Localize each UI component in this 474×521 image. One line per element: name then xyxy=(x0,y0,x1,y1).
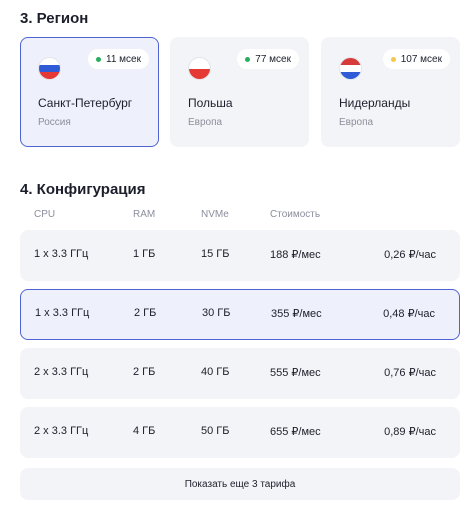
tariff-nvme: 15 ГБ xyxy=(201,248,230,260)
header-cpu: CPU xyxy=(34,209,56,220)
region-card-netherlands[interactable]: 107 мсек Нидерланды Европа xyxy=(321,37,460,147)
tariff-monthly-cost: 555 ₽/мес xyxy=(270,367,321,379)
flag-band xyxy=(189,68,210,79)
ping-status-dot-icon xyxy=(390,56,396,62)
tariff-nvme: 40 ГБ xyxy=(201,366,230,378)
ping-badge: 11 мсек xyxy=(88,49,149,69)
header-nvme: NVMe xyxy=(201,209,229,220)
ping-status-dot-icon xyxy=(245,56,251,62)
flag-band xyxy=(39,65,60,72)
flag-band xyxy=(189,58,210,69)
config-section-title: 4. Конфигурация xyxy=(20,181,146,198)
flag-band xyxy=(39,72,60,79)
flag-band xyxy=(340,58,361,65)
ping-status-dot-icon xyxy=(96,56,102,62)
tariff-nvme: 30 ГБ xyxy=(202,307,231,319)
region-area: Европа xyxy=(339,117,374,128)
tariff-row[interactable]: 1 x 3.3 ГГц 2 ГБ 30 ГБ 355 ₽/мес 0,48 ₽/… xyxy=(20,289,460,340)
tariff-hourly-cost: 0,89 ₽/час xyxy=(384,426,436,438)
region-area: Европа xyxy=(188,117,223,128)
region-section-title: 3. Регион xyxy=(20,10,89,27)
tariff-monthly-cost: 655 ₽/мес xyxy=(270,426,321,438)
tariff-cpu: 2 x 3.3 ГГц xyxy=(34,425,89,437)
region-city: Нидерланды xyxy=(339,96,411,110)
tariff-hourly-cost: 0,48 ₽/час xyxy=(383,308,435,320)
tariff-ram: 2 ГБ xyxy=(133,366,156,378)
region-city: Польша xyxy=(188,96,233,110)
tariff-nvme: 50 ГБ xyxy=(201,425,230,437)
ping-badge: 77 мсек xyxy=(237,49,299,69)
flag-band xyxy=(39,58,60,65)
tariff-row[interactable]: 1 x 3.3 ГГц 1 ГБ 15 ГБ 188 ₽/мес 0,26 ₽/… xyxy=(20,230,460,281)
tariff-monthly-cost: 355 ₽/мес xyxy=(271,308,322,320)
tariff-row[interactable]: 2 x 3.3 ГГц 2 ГБ 40 ГБ 555 ₽/мес 0,76 ₽/… xyxy=(20,348,460,399)
poland-flag-icon xyxy=(188,57,211,80)
tariff-ram: 1 ГБ xyxy=(133,248,156,260)
flag-band xyxy=(340,65,361,72)
header-ram: RAM xyxy=(133,209,156,220)
show-more-tariffs-button[interactable]: Показать еще 3 тарифа xyxy=(20,468,460,500)
tariff-ram: 2 ГБ xyxy=(134,307,157,319)
region-area: Россия xyxy=(38,117,71,128)
ping-value: 11 мсек xyxy=(106,53,141,65)
config-table-header: CPU RAM NVMe Стоимость xyxy=(20,209,460,223)
region-card-spb[interactable]: 11 мсек Санкт-Петербург Россия xyxy=(20,37,159,147)
ping-value: 77 мсек xyxy=(255,53,291,65)
tariff-hourly-cost: 0,76 ₽/час xyxy=(384,367,436,379)
ping-value: 107 мсек xyxy=(400,53,442,65)
tariff-ram: 4 ГБ xyxy=(133,425,156,437)
tariff-monthly-cost: 188 ₽/мес xyxy=(270,249,321,261)
tariff-cpu: 1 x 3.3 ГГц xyxy=(34,248,89,260)
tariff-row[interactable]: 2 x 3.3 ГГц 4 ГБ 50 ГБ 655 ₽/мес 0,89 ₽/… xyxy=(20,407,460,458)
netherlands-flag-icon xyxy=(339,57,362,80)
region-card-poland[interactable]: 77 мсек Польша Европа xyxy=(170,37,309,147)
region-city: Санкт-Петербург xyxy=(38,96,133,110)
tariff-cpu: 1 x 3.3 ГГц xyxy=(35,307,90,319)
region-list: 11 мсек Санкт-Петербург Россия 77 мсек П… xyxy=(20,37,460,147)
russia-flag-icon xyxy=(38,57,61,80)
ping-badge: 107 мсек xyxy=(382,49,450,69)
tariff-cpu: 2 x 3.3 ГГц xyxy=(34,366,89,378)
flag-band xyxy=(340,72,361,79)
tariff-hourly-cost: 0,26 ₽/час xyxy=(384,249,436,261)
header-cost: Стоимость xyxy=(270,209,321,220)
